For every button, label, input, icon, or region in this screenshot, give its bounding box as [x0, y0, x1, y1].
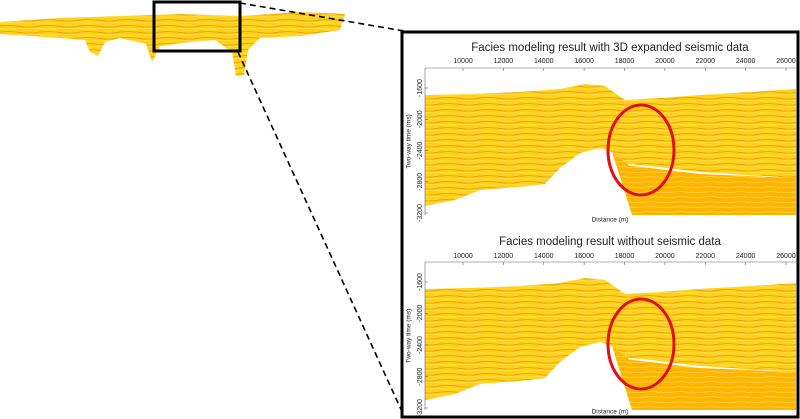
zoom-line	[239, 2, 405, 32]
highlight-circle	[606, 103, 676, 197]
x-tick-label: 24000	[736, 253, 756, 260]
x-tick-label: 16000	[574, 253, 594, 260]
x-tick-label: 20000	[655, 58, 675, 65]
facies-section	[425, 84, 796, 206]
x-tick-label: 12000	[494, 58, 514, 65]
highlight-circle	[606, 297, 676, 391]
x-tick-label: 16000	[574, 58, 594, 65]
y-tick-label: -2800	[417, 367, 424, 385]
x-tick-label: 20000	[655, 253, 675, 260]
zoom-box	[152, 0, 242, 53]
x-tick-label: 22000	[696, 58, 716, 65]
panels: Facies modeling result with 3D expanded …	[406, 42, 796, 417]
y-axis-label: Two-way time (ms)	[406, 309, 413, 364]
panel-title: Facies modeling result with 3D expanded …	[471, 42, 749, 54]
y-axis-label: Two-way time (ms)	[406, 114, 413, 169]
facies-tail	[612, 346, 640, 410]
x-tick-label: 26000	[776, 58, 796, 65]
y-tick-label: -1600	[417, 79, 424, 97]
x-tick-label: 10000	[453, 58, 473, 65]
y-tick-label: -1600	[417, 273, 424, 291]
x-tick-label: 24000	[736, 58, 756, 65]
y-tick-label: -2400	[417, 336, 424, 354]
y-tick-label: -3200	[417, 399, 424, 417]
x-axis-label: Distance (m)	[592, 409, 629, 416]
x-tick-label: 22000	[696, 253, 716, 260]
x-tick-label: 10000	[453, 253, 473, 260]
x-axis-label: Distance (m)	[592, 217, 629, 224]
panel-title: Facies modeling result without seismic d…	[499, 236, 721, 248]
overview-section	[0, 12, 345, 76]
y-tick-label: -2800	[417, 173, 424, 191]
x-tick-label: 18000	[615, 253, 635, 260]
facies-section	[425, 278, 796, 400]
x-tick-label: 12000	[494, 253, 514, 260]
y-tick-label: -2400	[417, 141, 424, 159]
facies-tail	[612, 152, 640, 215]
x-tick-label: 26000	[776, 253, 796, 260]
zoom-line	[237, 51, 405, 417]
x-tick-label: 14000	[534, 253, 554, 260]
y-tick-label: -2000	[417, 110, 424, 128]
y-tick-label: -2000	[417, 304, 424, 322]
x-tick-label: 14000	[534, 58, 554, 65]
y-tick-label: -3200	[417, 204, 424, 222]
x-tick-label: 18000	[615, 58, 635, 65]
